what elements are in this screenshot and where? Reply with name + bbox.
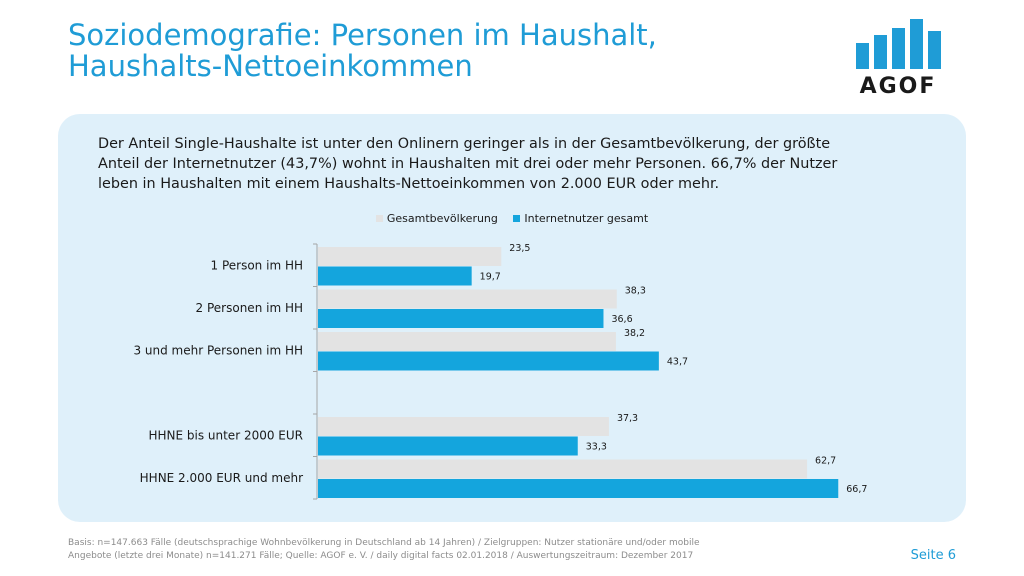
bar-gesamt [318, 289, 617, 309]
category-label: 2 Personen im HH [196, 301, 303, 315]
data-label: 36,6 [611, 314, 632, 325]
legend-swatch-internet [513, 215, 521, 222]
category-label: HHNE bis unter 2000 EUR [148, 428, 303, 442]
footer-source: Basis: n=147.663 Fälle (deutschsprachige… [68, 537, 848, 563]
legend-swatch-gesamt [375, 215, 383, 222]
legend-label-gesamt: Gesamtbevölkerung [386, 212, 498, 225]
bar-internet [318, 479, 839, 498]
intro-text: Der Anteil Single-Haushalte ist unter de… [98, 134, 938, 194]
category-label: 3 und mehr Personen im HH [133, 343, 303, 357]
legend-item-gesamt: Gesamtbevölkerung [375, 212, 498, 225]
agof-logo-icon [856, 19, 941, 69]
data-label: 66,7 [846, 484, 867, 495]
footer-line-1: Basis: n=147.663 Fälle (deutschsprachige… [68, 538, 700, 548]
data-label: 38,2 [624, 328, 645, 339]
intro-line-1: Der Anteil Single-Haushalte ist unter de… [98, 136, 831, 152]
category-label: HHNE 2.000 EUR und mehr [140, 471, 303, 485]
footer-line-2: Angebote (letzte drei Monate) n=141.271 … [68, 551, 694, 561]
bar-internet [318, 309, 604, 328]
data-label: 19,7 [480, 272, 501, 283]
data-label: 33,3 [586, 442, 607, 453]
title-line-1: Soziodemografie: Personen im Haushalt, [68, 18, 657, 52]
bar-gesamt [318, 459, 808, 479]
bar-gesamt [318, 417, 609, 436]
page-title: Soziodemografie: Personen im Haushalt, H… [68, 20, 768, 82]
data-label: 43,7 [667, 357, 688, 368]
chart-legend: Gesamtbevölkerung Internetnutzer gesamt [0, 212, 1024, 225]
page-number: Seite 6 [910, 548, 956, 563]
bar-internet [318, 351, 659, 371]
legend-item-internet: Internetnutzer gesamt [513, 212, 648, 225]
title-line-2: Haushalts-Nettoeinkommen [68, 49, 473, 83]
data-label: 23,5 [509, 243, 530, 254]
bar-internet [318, 436, 578, 456]
bar-gesamt [318, 332, 616, 351]
legend-label-internet: Internetnutzer gesamt [524, 212, 649, 225]
bar-internet [318, 266, 472, 286]
intro-line-3: leben in Haushalten mit einem Haushalts-… [98, 176, 720, 192]
intro-line-2: Anteil der Internetnutzer (43,7%) wohnt … [98, 156, 838, 172]
category-label: 1 Person im HH [211, 258, 303, 272]
data-label: 37,3 [617, 413, 638, 424]
data-label: 38,3 [625, 286, 646, 297]
agof-logo-text: AGOF [859, 74, 937, 99]
bar-gesamt [318, 247, 502, 266]
data-label: 62,7 [815, 456, 836, 467]
